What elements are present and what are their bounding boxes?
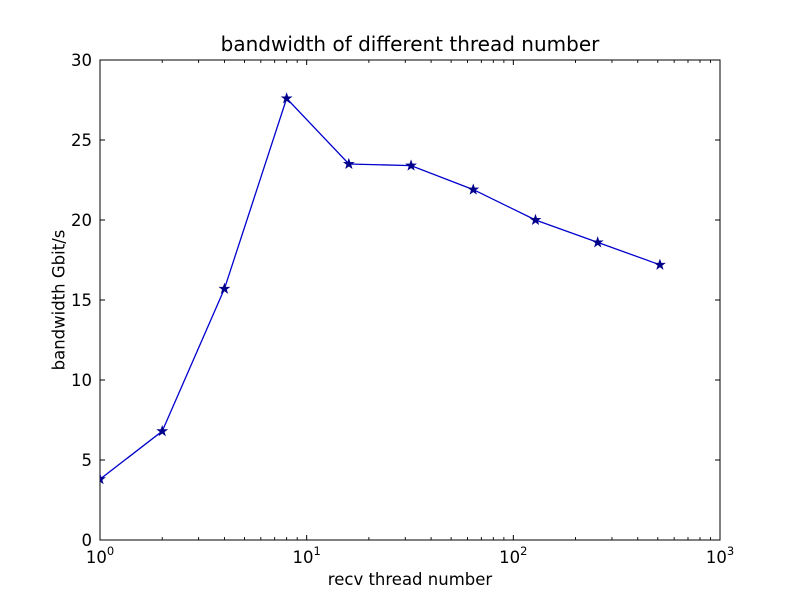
- data-point-marker: [591, 236, 604, 248]
- y-axis-label: bandwidth Gbit/s: [49, 229, 69, 371]
- data-point-marker: [467, 183, 480, 195]
- y-tick-label: 15: [71, 291, 92, 310]
- y-tick-label: 25: [71, 131, 92, 150]
- y-tick-label: 0: [82, 531, 93, 550]
- chart-title: bandwidth of different thread number: [220, 32, 600, 56]
- data-line: [100, 97, 661, 480]
- data-series: [100, 92, 666, 485]
- y-tick-label: 30: [71, 51, 92, 70]
- x-tick-label: 100: [86, 544, 114, 567]
- data-point-marker: [529, 213, 542, 226]
- data-point-marker: [218, 282, 231, 294]
- x-axis-minor-ticks: [161, 60, 711, 540]
- x-tick-label: 103: [706, 544, 734, 567]
- y-tick-label: 10: [71, 371, 92, 390]
- y-axis-ticks: 0 5 10 15 20 25 30: [71, 51, 720, 550]
- y-tick-label: 5: [82, 451, 93, 470]
- data-point-marker: [280, 92, 293, 104]
- x-axis-label: recv thread number: [327, 570, 493, 589]
- x-tick-label: 101: [293, 544, 321, 567]
- data-point-marker: [405, 159, 417, 171]
- data-point-marker: [156, 424, 169, 437]
- data-point-marker: [654, 258, 666, 270]
- data-point-marker: [342, 157, 355, 170]
- data-point-marker: [100, 472, 106, 485]
- x-axis-ticks: 100 101 102 103: [86, 60, 734, 567]
- y-tick-label: 20: [71, 211, 92, 230]
- x-tick-label: 102: [499, 544, 527, 567]
